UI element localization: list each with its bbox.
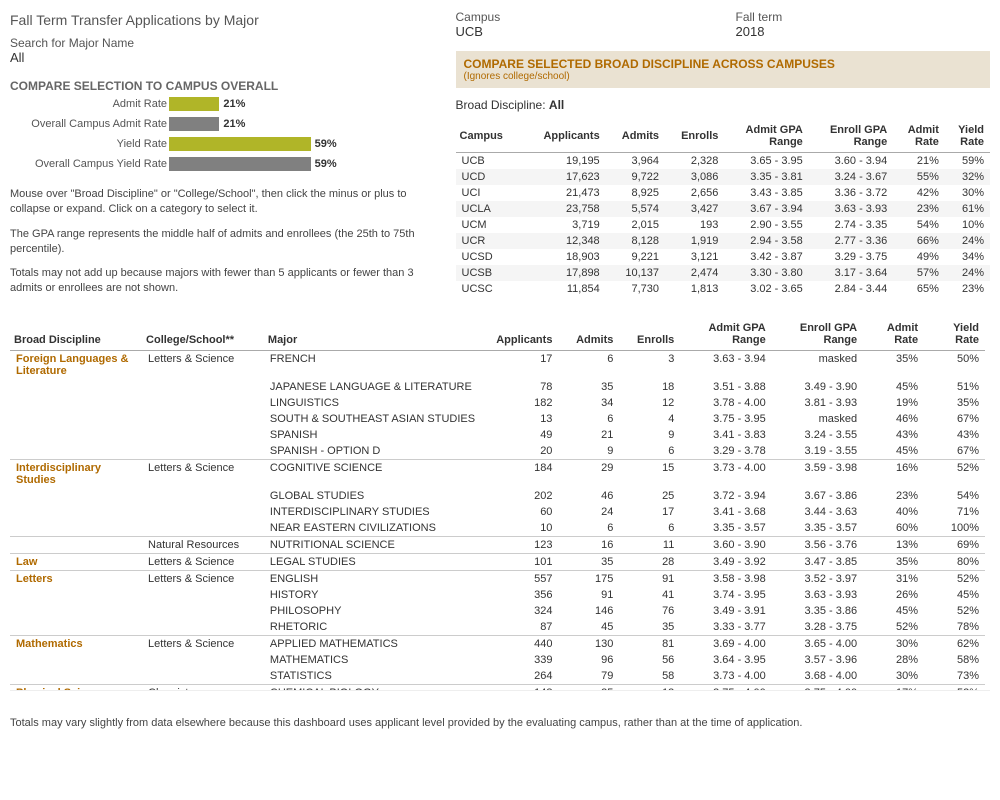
- instructions: Mouse over "Broad Discipline" or "Colleg…: [10, 187, 446, 296]
- campus-col-header[interactable]: Enrolls: [665, 122, 724, 153]
- term-value[interactable]: 2018: [736, 24, 936, 39]
- detail-col-header[interactable]: Major: [264, 320, 487, 351]
- detail-col-header[interactable]: Applicants: [487, 320, 558, 351]
- bar-pct: 21%: [223, 98, 245, 110]
- table-row[interactable]: RHETORIC8745353.33 - 3.773.28 - 3.7552%7…: [10, 619, 985, 636]
- campus-row[interactable]: UCR12,3488,1281,9192.94 - 3.582.77 - 3.3…: [456, 233, 990, 249]
- campus-row[interactable]: UCLA23,7585,5743,4273.67 - 3.943.63 - 3.…: [456, 201, 990, 217]
- bar-pct: 59%: [315, 158, 337, 170]
- campus-col-header[interactable]: Admits: [606, 122, 665, 153]
- campus-col-header[interactable]: Enroll GPARange: [809, 122, 893, 153]
- bar-fill: [169, 97, 219, 111]
- compare-overall-heading: COMPARE SELECTION TO CAMPUS OVERALL: [10, 79, 446, 93]
- campus-col-header[interactable]: Applicants: [523, 122, 606, 153]
- campus-row[interactable]: UCSD18,9039,2213,1213.42 - 3.873.29 - 3.…: [456, 249, 990, 265]
- table-row[interactable]: HISTORY35691413.74 - 3.953.63 - 3.9326%4…: [10, 587, 985, 603]
- bar-pct: 59%: [315, 138, 337, 150]
- detail-col-header[interactable]: Admit GPARange: [680, 320, 771, 351]
- campus-row[interactable]: UCI21,4738,9252,6563.43 - 3.853.36 - 3.7…: [456, 185, 990, 201]
- table-row[interactable]: LettersLetters & ScienceENGLISH557175913…: [10, 571, 985, 588]
- bar-label: Admit Rate: [12, 95, 167, 113]
- table-row[interactable]: MATHEMATICS33996563.64 - 3.953.57 - 3.96…: [10, 652, 985, 668]
- campus-row[interactable]: UCB19,1953,9642,3283.65 - 3.953.60 - 3.9…: [456, 153, 990, 170]
- table-row[interactable]: Foreign Languages & LiteratureLetters & …: [10, 351, 985, 380]
- table-row[interactable]: SPANISH - OPTION D20963.29 - 3.783.19 - …: [10, 443, 985, 460]
- bar-label: Overall Campus Yield Rate: [12, 155, 167, 173]
- compare-banner: COMPARE SELECTED BROAD DISCIPLINE ACROSS…: [456, 51, 990, 88]
- campus-row[interactable]: UCM3,7192,0151932.90 - 3.552.74 - 3.3554…: [456, 217, 990, 233]
- footnote: Totals may vary slightly from data elsew…: [10, 717, 990, 729]
- table-row[interactable]: Physical SciencesChemistryCHEMICAL BIOLO…: [10, 685, 985, 692]
- table-row[interactable]: MathematicsLetters & ScienceAPPLIED MATH…: [10, 636, 985, 653]
- bar-label: Overall Campus Admit Rate: [12, 115, 167, 133]
- search-label: Search for Major Name: [10, 36, 446, 50]
- table-row[interactable]: PHILOSOPHY324146763.49 - 3.913.35 - 3.86…: [10, 603, 985, 619]
- detail-table[interactable]: Broad DisciplineCollege/School**MajorApp…: [10, 320, 985, 691]
- broad-discipline-selector[interactable]: Broad Discipline: All: [456, 98, 990, 112]
- table-row[interactable]: Interdisciplinary StudiesLetters & Scien…: [10, 460, 985, 489]
- page-title: Fall Term Transfer Applications by Major: [10, 12, 446, 28]
- table-row[interactable]: INTERDISCIPLINARY STUDIES6024173.41 - 3.…: [10, 504, 985, 520]
- detail-col-header[interactable]: Enroll GPARange: [772, 320, 863, 351]
- campus-col-header[interactable]: YieldRate: [945, 122, 990, 153]
- search-value[interactable]: All: [10, 50, 446, 65]
- bar-pct: 21%: [223, 118, 245, 130]
- table-row[interactable]: LawLetters & ScienceLEGAL STUDIES1013528…: [10, 554, 985, 571]
- bar-label: Yield Rate: [12, 135, 167, 153]
- campus-label: Campus: [456, 10, 736, 24]
- table-row[interactable]: JAPANESE LANGUAGE & LITERATURE7835183.51…: [10, 379, 985, 395]
- table-row[interactable]: STATISTICS26479583.73 - 4.003.68 - 4.003…: [10, 668, 985, 685]
- detail-col-header[interactable]: College/School**: [142, 320, 264, 351]
- campus-row[interactable]: UCSB17,89810,1372,4743.30 - 3.803.17 - 3…: [456, 265, 990, 281]
- bar-fill: [169, 157, 311, 171]
- table-row[interactable]: GLOBAL STUDIES20246253.72 - 3.943.67 - 3…: [10, 488, 985, 504]
- table-row[interactable]: LINGUISTICS18234123.78 - 4.003.81 - 3.93…: [10, 395, 985, 411]
- table-row[interactable]: NEAR EASTERN CIVILIZATIONS10663.35 - 3.5…: [10, 520, 985, 537]
- detail-col-header[interactable]: YieldRate: [924, 320, 985, 351]
- campus-row[interactable]: UCSC11,8547,7301,8133.02 - 3.652.84 - 3.…: [456, 281, 990, 297]
- bar-fill: [169, 137, 311, 151]
- detail-col-header[interactable]: Admits: [558, 320, 619, 351]
- campus-row[interactable]: UCD17,6239,7223,0863.35 - 3.813.24 - 3.6…: [456, 169, 990, 185]
- compare-overall-bars: Admit Rate 21% Overall Campus Admit Rate 21…: [10, 93, 431, 175]
- campus-col-header[interactable]: Admit GPARange: [724, 122, 808, 153]
- campus-col-header[interactable]: Campus: [456, 122, 523, 153]
- detail-col-header[interactable]: Broad Discipline: [10, 320, 142, 351]
- campus-compare-table[interactable]: CampusApplicantsAdmitsEnrollsAdmit GPARa…: [456, 122, 990, 297]
- bar-fill: [169, 117, 219, 131]
- table-row[interactable]: SOUTH & SOUTHEAST ASIAN STUDIES13643.75 …: [10, 411, 985, 427]
- term-label: Fall term: [736, 10, 936, 24]
- detail-col-header[interactable]: AdmitRate: [863, 320, 924, 351]
- table-row[interactable]: Natural ResourcesNUTRITIONAL SCIENCE1231…: [10, 537, 985, 554]
- table-row[interactable]: SPANISH492193.41 - 3.833.24 - 3.5543%43%: [10, 427, 985, 443]
- campus-value[interactable]: UCB: [456, 24, 736, 39]
- detail-table-scroll[interactable]: Broad DisciplineCollege/School**MajorApp…: [10, 320, 990, 691]
- campus-col-header[interactable]: AdmitRate: [893, 122, 945, 153]
- detail-col-header[interactable]: Enrolls: [619, 320, 680, 351]
